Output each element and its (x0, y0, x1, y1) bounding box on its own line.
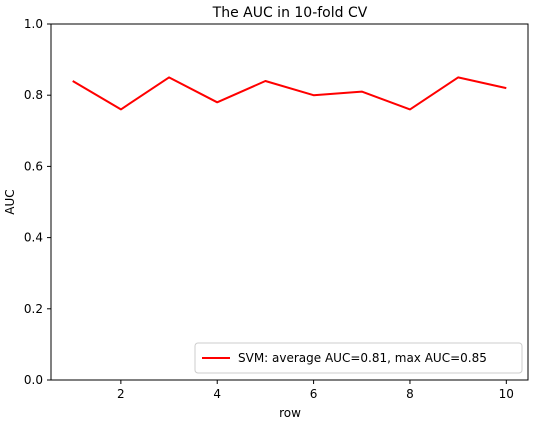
y-tick-label: 0.0 (24, 373, 43, 387)
x-tick-label: 8 (406, 387, 414, 401)
x-axis-label: row (279, 406, 301, 420)
x-tick-label: 10 (499, 387, 514, 401)
y-tick-label: 0.2 (24, 302, 43, 316)
legend: SVM: average AUC=0.81, max AUC=0.85 (194, 342, 523, 374)
x-tick-label: 4 (213, 387, 221, 401)
series-layer (72, 76, 507, 111)
x-tick-label: 2 (117, 387, 125, 401)
x-tick-label: 6 (310, 387, 318, 401)
x-axis: 2 4 6 8 10 (117, 380, 514, 401)
plot-frame (50, 23, 529, 381)
chart-title: The AUC in 10-fold CV (212, 5, 368, 21)
y-axis-label: AUC (3, 189, 17, 214)
y-tick-label: 1.0 (24, 17, 43, 31)
y-tick-label: 0.6 (24, 159, 43, 173)
legend-label-svm: SVM: average AUC=0.81, max AUC=0.85 (238, 351, 487, 365)
legend-box (194, 342, 523, 374)
y-tick-label: 0.4 (24, 231, 43, 245)
series-line-svm (72, 76, 507, 111)
y-axis: 0.0 0.2 0.4 0.6 0.8 1.0 (24, 17, 51, 387)
y-tick-label: 0.8 (24, 88, 43, 102)
